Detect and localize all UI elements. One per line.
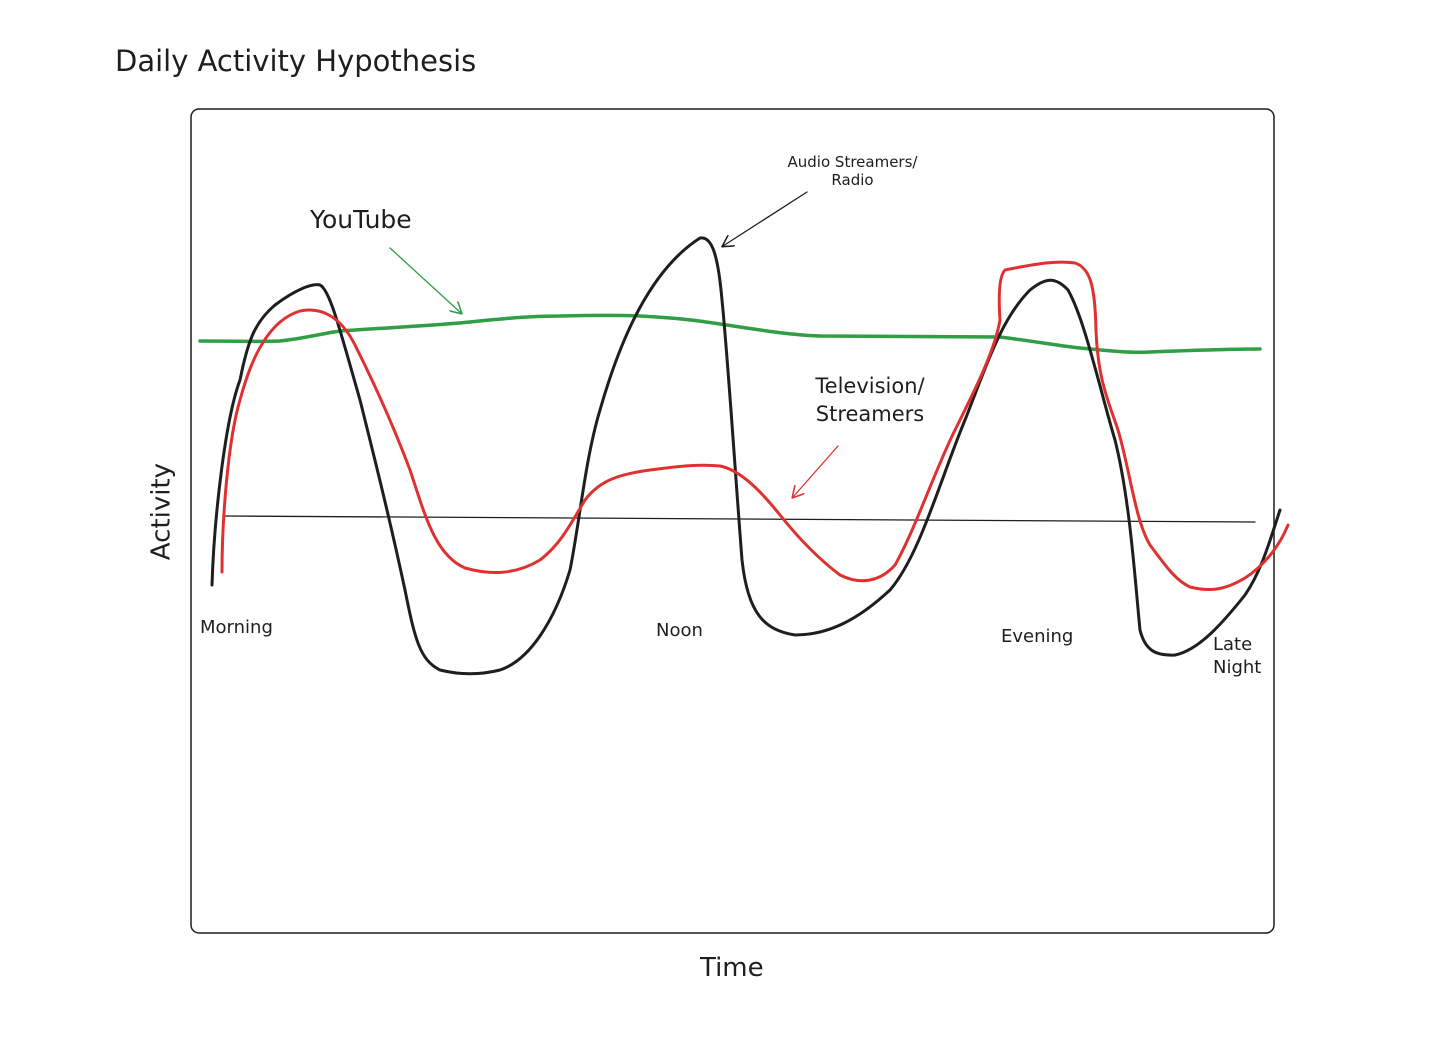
audio-label: Audio Streamers/ Radio — [787, 153, 918, 189]
x-axis-label: Time — [700, 953, 764, 983]
chart-title: Daily Activity Hypothesis — [115, 44, 477, 78]
audio-arrow — [723, 191, 808, 246]
television-arrow — [793, 445, 839, 497]
television-curve — [220, 260, 1290, 592]
time-label: Evening — [1001, 626, 1074, 647]
frame — [190, 108, 1275, 934]
audio-curve — [210, 236, 1282, 676]
youtube-arrow — [389, 247, 461, 313]
television-label: Television/ Streamers — [815, 374, 925, 427]
time-label: Noon — [656, 620, 703, 641]
time-label: Morning — [200, 617, 273, 638]
y-axis-label: Activity — [146, 462, 177, 561]
youtube-curve — [198, 313, 1262, 354]
time-label: Late Night — [1213, 634, 1262, 679]
youtube-label: YouTube — [310, 205, 412, 234]
